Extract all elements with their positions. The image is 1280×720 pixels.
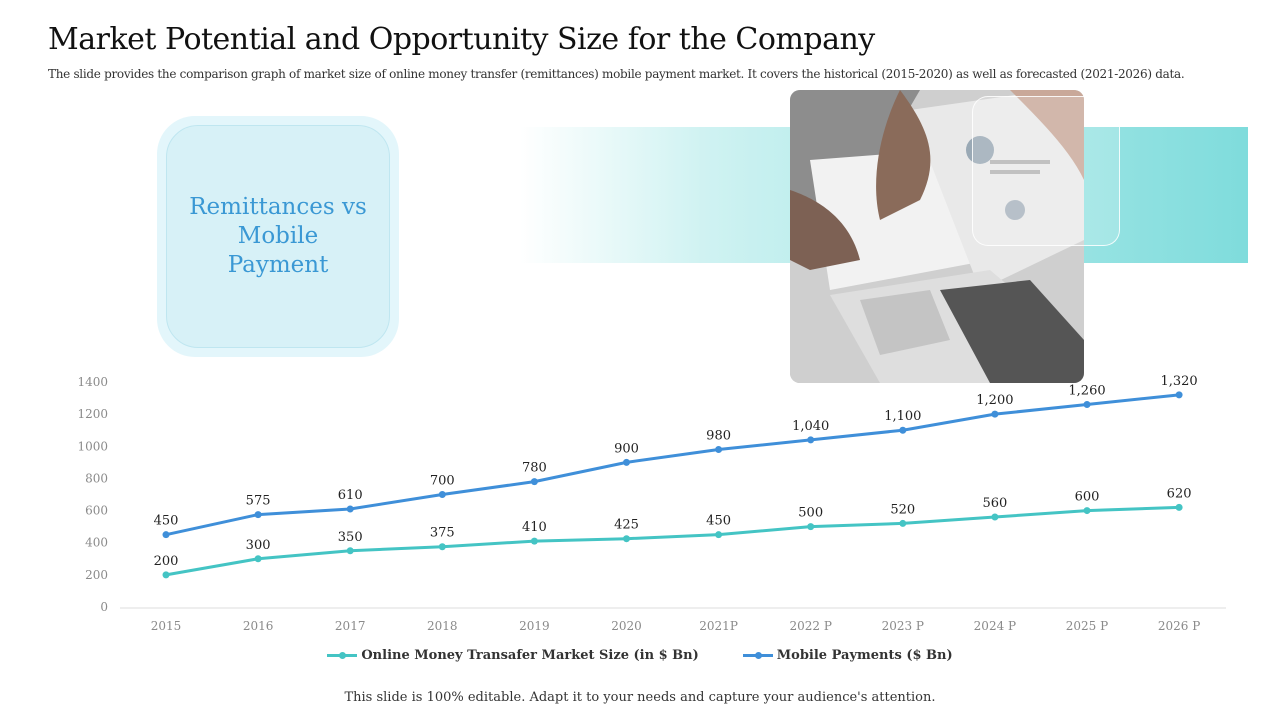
x-tick-label: 2021P <box>699 619 738 633</box>
legend-label-remittance: Online Money Transafer Market Size (in $… <box>361 648 699 663</box>
data-point <box>1175 391 1183 399</box>
data-label: 1,040 <box>792 419 829 434</box>
callout-box: Remittances vs Mobile Payment <box>166 125 390 348</box>
x-tick-label: 2016 <box>243 619 274 633</box>
series-line <box>165 505 1180 577</box>
chart-legend: Online Money Transafer Market Size (in $… <box>0 648 1280 663</box>
data-point <box>623 535 630 543</box>
data-label: 450 <box>706 514 731 529</box>
series-group: 200 300 350 375 410 425 450 500 520 560 600 620 450 5… <box>154 374 1198 579</box>
y-tick-label: 1000 <box>77 439 108 453</box>
data-label: 350 <box>338 530 363 545</box>
data-point <box>807 523 815 531</box>
y-tick-label: 1400 <box>77 375 108 389</box>
data-label: 620 <box>1167 486 1192 501</box>
x-tick-label: 2017 <box>335 619 366 633</box>
x-tick-label: 2025 P <box>1066 619 1108 633</box>
data-label: 450 <box>154 514 179 529</box>
series-0: 200 300 350 375 410 425 450 500 520 560 600 620 <box>154 486 1192 579</box>
data-label: 1,200 <box>976 393 1013 408</box>
legend-swatch-mobile <box>742 652 773 659</box>
legend-item-mobile: Mobile Payments ($ Bn) <box>742 648 953 663</box>
legend-item-remittance: Online Money Transafer Market Size (in $… <box>327 648 699 663</box>
data-point <box>991 513 999 521</box>
data-label: 575 <box>246 494 271 509</box>
data-point <box>530 478 538 486</box>
photo-illustration <box>790 90 1084 383</box>
data-label: 900 <box>614 441 639 456</box>
data-point <box>530 537 538 545</box>
data-point <box>1083 401 1091 408</box>
x-tick-label: 2018 <box>427 619 458 633</box>
data-label: 425 <box>614 518 639 533</box>
data-label: 560 <box>982 496 1007 511</box>
business-photo <box>790 90 1084 383</box>
x-tick-label: 2023 P <box>882 619 924 633</box>
x-tick-label: 2022 P <box>789 619 831 633</box>
data-point <box>346 505 354 513</box>
data-point <box>254 555 262 563</box>
y-tick-label: 1200 <box>77 407 108 421</box>
data-label: 1,260 <box>1068 384 1105 399</box>
data-point <box>899 519 907 527</box>
slide-footer: This slide is 100% editable. Adapt it to… <box>344 690 936 705</box>
data-point <box>438 491 446 498</box>
data-point <box>254 511 262 519</box>
x-tick-label: 2015 <box>151 619 182 633</box>
data-label: 375 <box>430 526 455 541</box>
data-point <box>715 531 723 539</box>
data-point <box>715 446 723 453</box>
y-tick-label: 200 <box>85 568 108 582</box>
callout-text: Remittances vs Mobile Payment <box>189 194 367 278</box>
data-label: 300 <box>246 538 271 553</box>
data-label: 780 <box>522 461 547 476</box>
legend-label-mobile: Mobile Payments ($ Bn) <box>776 648 953 663</box>
x-tick-label: 2026 P <box>1158 619 1200 633</box>
data-label: 520 <box>890 502 915 517</box>
series-1: 450 575 610 700 780 900 980 1,040 1,100 1,200 1,26… <box>154 374 1198 539</box>
data-label: 980 <box>706 429 731 444</box>
data-point <box>991 410 999 418</box>
data-label: 700 <box>430 474 455 489</box>
y-tick-label: 400 <box>85 536 108 550</box>
y-tick-label: 800 <box>85 471 108 485</box>
glass-overlay <box>972 96 1120 246</box>
data-point <box>162 571 170 579</box>
x-axis: 2015 2016 2017 2018 2019 2020 2021P 2022 P 2023 … <box>151 619 1201 633</box>
y-tick-label: 600 <box>85 504 108 518</box>
data-label: 410 <box>522 520 547 535</box>
y-tick-label: 0 <box>100 600 108 614</box>
data-label: 610 <box>338 488 363 503</box>
slide-title: Market Potential and Opportunity Size fo… <box>48 22 875 57</box>
data-point <box>807 436 815 444</box>
slide-subtitle: The slide provides the comparison graph … <box>48 67 1185 81</box>
data-point <box>623 458 630 466</box>
data-point <box>346 547 354 555</box>
data-point <box>1083 507 1091 515</box>
data-label: 600 <box>1075 490 1100 505</box>
data-label: 200 <box>154 554 179 569</box>
y-axis: 0 200 400 600 800 1000 1200 1400 <box>77 375 108 614</box>
data-label: 1,100 <box>884 409 921 424</box>
data-label: 1,320 <box>1160 374 1197 389</box>
x-tick-label: 2019 <box>519 619 550 633</box>
x-tick-label: 2024 P <box>974 619 1016 633</box>
data-point <box>1175 503 1183 511</box>
data-label: 500 <box>798 506 823 521</box>
series-line <box>165 393 1180 537</box>
data-point <box>162 531 170 539</box>
legend-swatch-remittance <box>327 652 358 659</box>
data-point <box>899 426 907 434</box>
x-tick-label: 2020 <box>611 619 642 633</box>
data-point <box>438 543 446 551</box>
